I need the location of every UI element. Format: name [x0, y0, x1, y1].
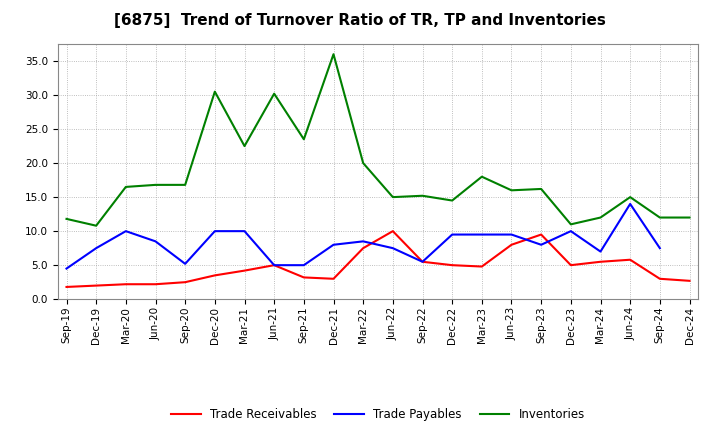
Line: Trade Receivables: Trade Receivables [66, 231, 690, 287]
Trade Receivables [122, 282, 130, 287]
Inventories [62, 216, 71, 221]
Trade Payables [210, 228, 219, 234]
Trade Payables [596, 249, 605, 254]
Trade Payables [537, 242, 546, 247]
Inventories [655, 215, 664, 220]
Trade Receivables [300, 275, 308, 280]
Trade Receivables [329, 276, 338, 282]
Trade Receivables [92, 283, 101, 288]
Trade Receivables [537, 232, 546, 237]
Trade Payables [655, 246, 664, 251]
Inventories [181, 182, 189, 187]
Inventories [122, 184, 130, 190]
Inventories [507, 188, 516, 193]
Inventories [596, 215, 605, 220]
Trade Payables [507, 232, 516, 237]
Trade Receivables [62, 284, 71, 290]
Trade Payables [359, 239, 367, 244]
Inventories [448, 198, 456, 203]
Trade Payables [389, 246, 397, 251]
Inventories [270, 91, 279, 96]
Inventories [685, 215, 694, 220]
Legend: Trade Receivables, Trade Payables, Inventories: Trade Receivables, Trade Payables, Inven… [166, 403, 590, 426]
Trade Receivables [507, 242, 516, 247]
Trade Receivables [418, 259, 427, 264]
Trade Payables [567, 228, 575, 234]
Trade Payables [62, 266, 71, 271]
Trade Receivables [685, 278, 694, 283]
Line: Inventories: Inventories [66, 54, 690, 226]
Inventories [389, 194, 397, 200]
Inventories [626, 194, 634, 200]
Inventories [359, 161, 367, 166]
Trade Receivables [567, 263, 575, 268]
Trade Payables [240, 228, 249, 234]
Trade Receivables [270, 263, 279, 268]
Trade Receivables [359, 246, 367, 251]
Text: [6875]  Trend of Turnover Ratio of TR, TP and Inventories: [6875] Trend of Turnover Ratio of TR, TP… [114, 13, 606, 28]
Trade Payables [626, 201, 634, 206]
Trade Receivables [210, 273, 219, 278]
Line: Trade Payables: Trade Payables [66, 204, 660, 268]
Trade Receivables [655, 276, 664, 282]
Inventories [418, 193, 427, 198]
Inventories [537, 186, 546, 191]
Trade Receivables [389, 228, 397, 234]
Trade Payables [300, 263, 308, 268]
Trade Receivables [240, 268, 249, 273]
Inventories [300, 137, 308, 142]
Inventories [92, 223, 101, 228]
Trade Receivables [448, 263, 456, 268]
Inventories [329, 51, 338, 57]
Trade Payables [418, 259, 427, 264]
Trade Receivables [596, 259, 605, 264]
Trade Payables [448, 232, 456, 237]
Trade Payables [92, 246, 101, 251]
Trade Receivables [181, 279, 189, 285]
Trade Payables [329, 242, 338, 247]
Trade Payables [477, 232, 486, 237]
Trade Payables [181, 261, 189, 267]
Trade Receivables [151, 282, 160, 287]
Inventories [210, 89, 219, 94]
Inventories [477, 174, 486, 180]
Trade Receivables [477, 264, 486, 269]
Trade Payables [122, 228, 130, 234]
Trade Payables [151, 239, 160, 244]
Trade Receivables [626, 257, 634, 262]
Inventories [567, 222, 575, 227]
Inventories [151, 182, 160, 187]
Inventories [240, 143, 249, 149]
Trade Payables [270, 263, 279, 268]
